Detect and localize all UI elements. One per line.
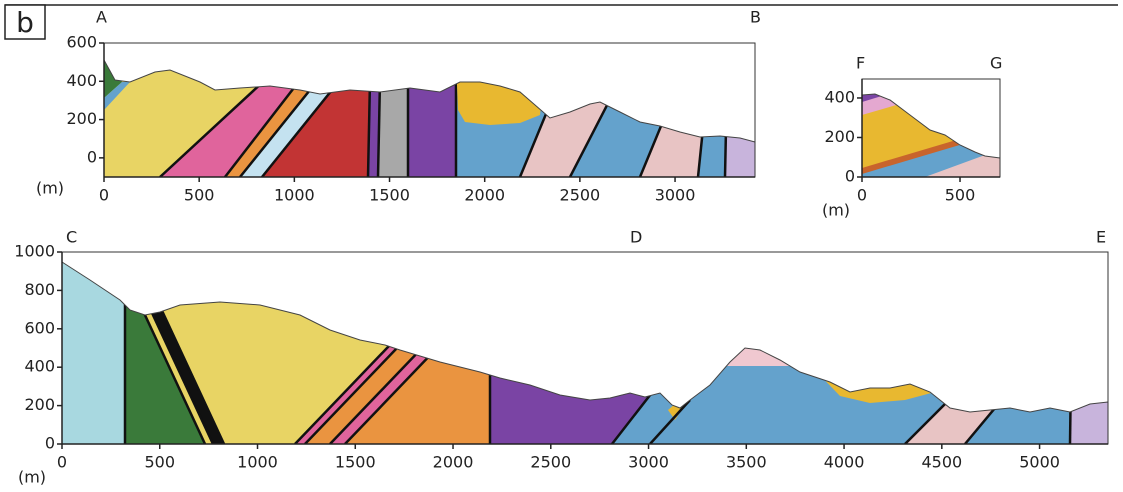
y-tick-label: 800 [24,280,55,299]
x-tick-label: 3500 [726,453,767,472]
x-tick-label: 0 [99,186,109,205]
panel-box [4,4,46,40]
topography [61,261,1109,413]
x-tick-label: 500 [945,186,976,205]
x-tick-label: 500 [144,453,175,472]
y-tick-label: 200 [824,127,855,146]
rock-unit [104,82,130,110]
x-tick-label: 2000 [464,186,505,205]
x-tick-label: 3000 [655,186,696,205]
y-tick-label: 0 [87,147,97,166]
fault-line [649,399,691,444]
x-tick-label: 2500 [530,453,571,472]
y-tick-label: 400 [824,87,855,106]
y-tick-label: 200 [24,395,55,414]
unit-label: (m) [822,201,850,220]
section-start-label: A [96,8,107,27]
x-tick-label: 0 [57,453,67,472]
y-tick-label: 400 [66,71,97,90]
y-tick-label: 0 [45,434,55,453]
rock-unit [925,155,1000,177]
unit-label: (m) [18,468,46,487]
y-tick-label: 400 [24,357,55,376]
section-end-label: B [750,8,761,27]
rock-unit [456,60,545,125]
x-tick-label: 1000 [274,186,315,205]
x-tick-label: 3000 [628,453,669,472]
cross-section [862,94,1000,177]
y-tick-label: 600 [24,318,55,337]
panel-label: b [16,6,34,39]
unit-label: (m) [36,179,64,198]
section-start-label: F [856,54,865,73]
section-mid-label: D [630,228,642,247]
y-tick-label: 0 [845,167,855,186]
section-end-label: G [990,54,1002,73]
cross-section [62,262,1108,444]
cross-section [104,60,755,177]
rock-unit [725,60,755,177]
topography [861,93,1001,159]
x-tick-label: 1500 [335,453,376,472]
rock-unit [1070,262,1108,444]
x-tick-label: 2500 [560,186,601,205]
section-start-label: C [66,228,77,247]
x-tick-label: 4000 [824,453,865,472]
x-tick-label: 1000 [237,453,278,472]
y-tick-label: 200 [66,109,97,128]
topography [103,59,756,143]
x-tick-label: 1500 [369,186,410,205]
x-tick-label: 5000 [1019,453,1060,472]
x-tick-label: 0 [857,186,867,205]
x-tick-label: 4500 [921,453,962,472]
section-end-label: E [1096,228,1106,247]
y-tick-label: 600 [66,33,97,52]
x-tick-label: 2000 [433,453,474,472]
x-tick-label: 500 [184,186,215,205]
y-tick-label: 1000 [14,242,55,261]
